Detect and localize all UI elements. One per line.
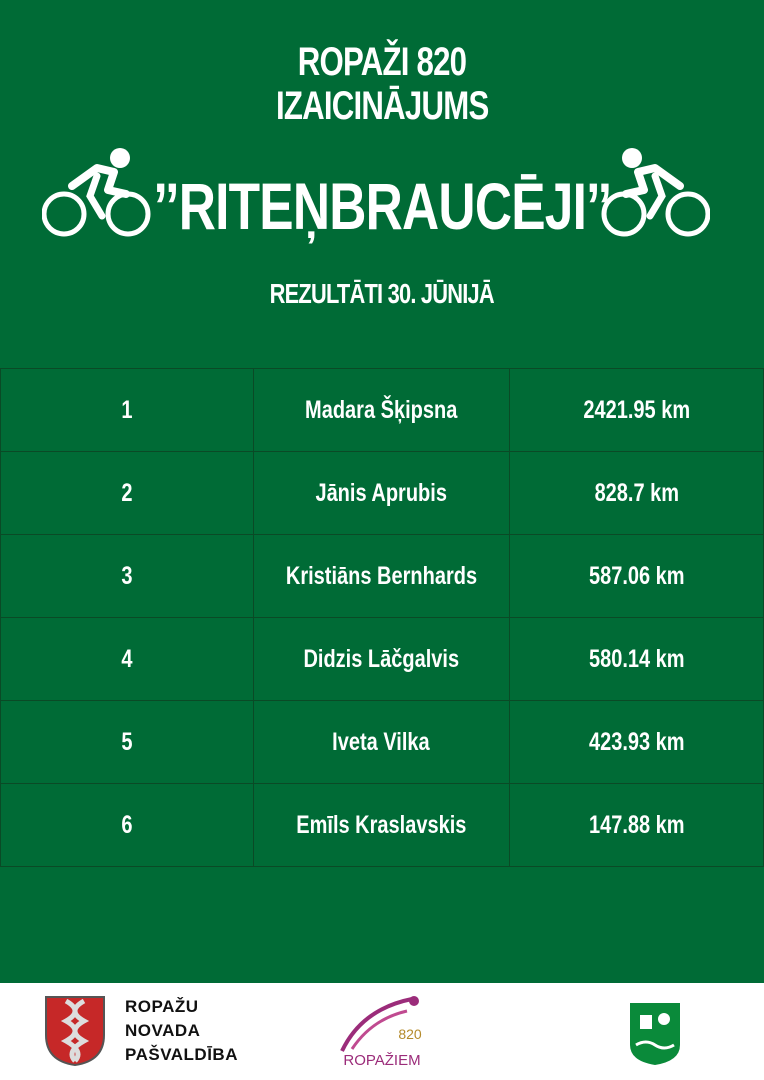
table-cell: 6 bbox=[0, 783, 254, 867]
table-row: 2 Jānis Aprubis 828.7 km bbox=[0, 451, 764, 535]
table-cell: 828.7 km bbox=[509, 451, 764, 535]
distance: 828.7 km bbox=[594, 478, 679, 507]
table-cell: 423.93 km bbox=[509, 700, 764, 784]
table-cell: 1 bbox=[0, 368, 254, 452]
footer: ROPAŽU NOVADA PAŠVALDĪBA 820 ROPAŽIEM bbox=[0, 983, 764, 1080]
participant: Emīls Kraslavskis bbox=[296, 810, 467, 839]
table-cell: Iveta Vilka bbox=[252, 700, 511, 784]
table-cell: Didzis Lāčgalvis bbox=[252, 617, 511, 701]
table-cell: Emīls Kraslavskis bbox=[252, 783, 511, 867]
participant: Madara Šķipsna bbox=[305, 395, 458, 424]
subtitle: ’’RITEŅBRAUCĒJI’’ bbox=[0, 168, 764, 244]
distance: 423.93 km bbox=[588, 727, 685, 756]
participant: Didzis Lāčgalvis bbox=[303, 644, 460, 673]
participant: Jānis Aprubis bbox=[315, 478, 448, 507]
title-text: IZAICINĀJUMS bbox=[275, 84, 489, 128]
table-row: 6 Emīls Kraslavskis 147.88 km bbox=[0, 783, 764, 867]
table-cell: 2 bbox=[0, 451, 254, 535]
distance: 587.06 km bbox=[588, 561, 685, 590]
rank: 1 bbox=[121, 395, 133, 424]
rank: 5 bbox=[121, 727, 133, 756]
org-name: ROPAŽU bbox=[125, 997, 199, 1016]
cyclist-icon bbox=[601, 148, 710, 237]
table-cell: 147.88 km bbox=[509, 783, 764, 867]
table-cell: 3 bbox=[0, 534, 254, 618]
anniversary-logo: 820 ROPAŽIEM bbox=[340, 996, 422, 1069]
table-cell: 5 bbox=[0, 700, 254, 784]
cyclist-icon bbox=[42, 148, 151, 237]
table-cell: Kristiāns Bernhards bbox=[252, 534, 511, 618]
table-cell: 4 bbox=[0, 617, 254, 701]
logo-number: 820 bbox=[398, 1026, 422, 1042]
table-row: 3 Kristiāns Bernhards 587.06 km bbox=[0, 534, 764, 618]
results-table: 1 Madara Šķipsna 2421.95 km 2 Jānis Aprubis 8… bbox=[0, 368, 764, 867]
table-cell: 587.06 km bbox=[509, 534, 764, 618]
title-text: ROPAŽI 820 bbox=[297, 40, 467, 84]
distance: 2421.95 km bbox=[583, 395, 691, 424]
date-text: REZULTĀTI 30. JŪNIJĀ bbox=[269, 278, 495, 309]
distance: 147.88 km bbox=[588, 810, 685, 839]
participant: Kristiāns Bernhards bbox=[285, 561, 477, 590]
poster: ROPAŽI 820 IZAICINĀJUMS ’’RITEŅBRAUCĒJI’… bbox=[0, 0, 764, 983]
distance: 580.14 km bbox=[588, 644, 685, 673]
org-name: PAŠVALDĪBA bbox=[125, 1045, 238, 1064]
rank: 3 bbox=[121, 561, 133, 590]
rank: 6 bbox=[121, 810, 133, 839]
table-cell: Jānis Aprubis bbox=[252, 451, 511, 535]
table-cell: 580.14 km bbox=[509, 617, 764, 701]
rank: 2 bbox=[121, 478, 133, 507]
logo-text: ROPAŽIEM bbox=[343, 1052, 420, 1069]
subtitle-text: ’’RITEŅBRAUCĒJI’’ bbox=[153, 169, 612, 243]
table-row: 5 Iveta Vilka 423.93 km bbox=[0, 700, 764, 784]
table-row: 1 Madara Šķipsna 2421.95 km bbox=[0, 368, 764, 452]
table-cell: Madara Šķipsna bbox=[252, 368, 511, 452]
coat-of-arms bbox=[45, 996, 105, 1067]
participant: Iveta Vilka bbox=[332, 727, 431, 756]
org-name: NOVADA bbox=[125, 1021, 201, 1040]
title-line: IZAICINĀJUMS bbox=[0, 84, 764, 129]
table-row: 4 Didzis Lāčgalvis 580.14 km bbox=[0, 617, 764, 701]
table-cell: 2421.95 km bbox=[509, 368, 764, 452]
date: REZULTĀTI 30. JŪNIJĀ bbox=[0, 278, 764, 310]
rank: 4 bbox=[121, 644, 133, 673]
emblem bbox=[630, 1003, 680, 1065]
title-line: ROPAŽI 820 bbox=[0, 40, 764, 85]
